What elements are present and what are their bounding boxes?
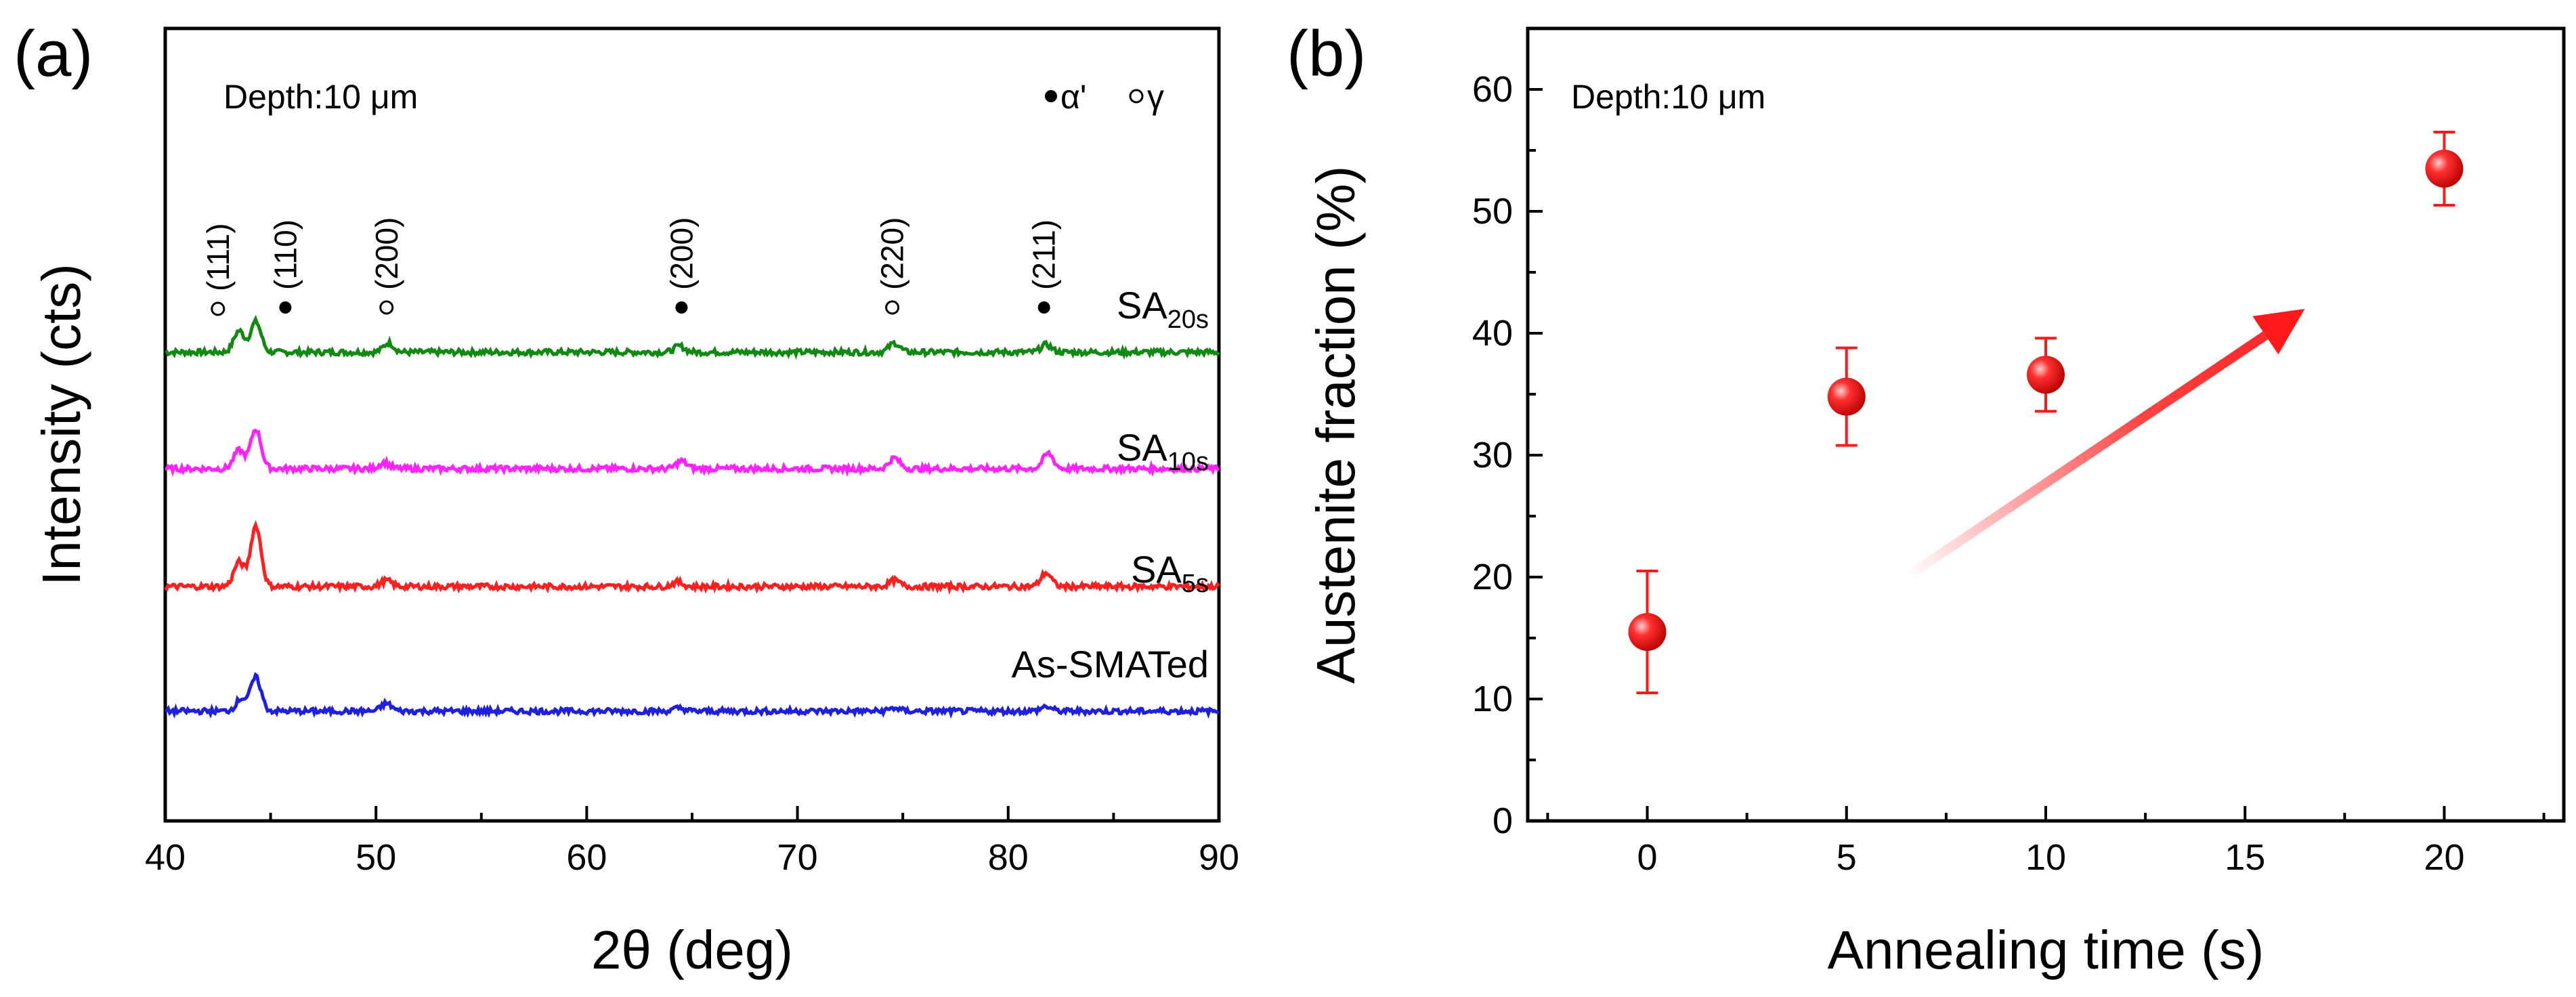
fraction-y-tick-label: 10 — [1472, 679, 1513, 719]
xrd-series-label: SA10s — [1117, 426, 1209, 476]
gamma-peak-marker — [211, 301, 226, 316]
xrd-x-tick-label: 40 — [145, 837, 186, 878]
alpha-legend-marker — [1045, 90, 1057, 102]
xrd-y-axis-title: Intensity (cts) — [31, 263, 91, 586]
alpha-legend-label: α' — [1060, 78, 1086, 116]
data-point — [1827, 346, 1866, 447]
fraction-y-tick-label: 50 — [1472, 191, 1513, 232]
xrd-legend: α' γ — [1045, 78, 1164, 116]
miller-index-label: (200) — [369, 217, 404, 290]
point-marker — [1827, 377, 1866, 416]
point-marker — [1628, 613, 1667, 651]
fraction-y-tick-label: 60 — [1472, 69, 1513, 110]
gamma-legend-marker — [1129, 89, 1144, 104]
xrd-series-lines — [164, 314, 1220, 719]
fraction-y-tick-label: 30 — [1472, 435, 1513, 475]
xrd-series-line — [165, 428, 1220, 478]
xrd-series-line — [165, 314, 1220, 360]
data-point — [2425, 131, 2464, 207]
fraction-data-points — [1628, 131, 2464, 694]
xrd-peak-markers: (111) (110) (200) (200) (220) (211) — [200, 217, 1062, 316]
xrd-x-tick-label: 50 — [356, 837, 396, 878]
series-label-main: As-SMATed — [1012, 643, 1209, 685]
series-label-sub: 10s — [1167, 448, 1209, 476]
series-label-main: SA — [1131, 548, 1182, 591]
xrd-series-label: SA20s — [1117, 284, 1209, 334]
fraction-y-tick-label: 20 — [1472, 557, 1513, 597]
data-point — [1628, 570, 1667, 694]
point-marker — [2027, 356, 2065, 394]
gamma-peak-marker — [379, 300, 394, 315]
fraction-x-tick-label: 0 — [1637, 837, 1658, 878]
panel-a-label: (a) — [14, 18, 93, 90]
point-marker — [2425, 150, 2464, 188]
series-label-sub: 5s — [1182, 570, 1209, 598]
xrd-depth-label: Depth:10 μm — [223, 78, 418, 116]
series-label-sub: 20s — [1167, 305, 1209, 334]
xrd-series-line — [164, 519, 1220, 595]
fraction-y-tick-label: 40 — [1472, 313, 1513, 354]
fraction-x-tick-label: 20 — [2424, 837, 2464, 878]
trend-arrow — [1904, 309, 2305, 581]
panel-b-label: (b) — [1287, 18, 1366, 90]
xrd-x-tick-label: 80 — [988, 837, 1029, 878]
miller-index-label: (110) — [267, 219, 303, 290]
miller-index-label: (211) — [1027, 219, 1062, 290]
xrd-plot-frame — [163, 26, 1221, 823]
alpha-peak-marker — [279, 301, 292, 314]
fraction-x-tick-label: 10 — [2025, 837, 2066, 878]
fraction-x-axis-title: Annealing time (s) — [1828, 920, 2264, 980]
fraction-plot-frame — [1526, 26, 2566, 823]
fraction-y-axis-title: Austenite fraction (%) — [1306, 166, 1366, 684]
trend-arrow-head — [2252, 309, 2305, 355]
xrd-x-tick-label: 70 — [777, 837, 818, 878]
fraction-axis-ticks: 0 5 10 15 20 0 10 20 30 40 50 60 — [1472, 69, 2546, 878]
series-label-main: SA — [1117, 284, 1167, 326]
xrd-x-tick-label: 60 — [566, 837, 607, 878]
fraction-x-tick-label: 15 — [2225, 837, 2265, 878]
xrd-series-line — [164, 672, 1220, 719]
miller-index-label: (200) — [664, 217, 699, 290]
alpha-peak-marker — [675, 301, 688, 314]
xrd-panel: (a) Depth:10 μm α' γ 40 50 60 70 80 90 (111)(… — [14, 18, 1239, 980]
fraction-x-tick-label: 5 — [1837, 837, 1857, 878]
miller-index-label: (220) — [875, 217, 910, 290]
xrd-x-tick-label: 90 — [1199, 837, 1239, 878]
trend-arrow-shaft — [1904, 331, 2269, 581]
gamma-peak-marker — [885, 300, 900, 315]
xrd-series-label: As-SMATed — [1012, 643, 1209, 685]
miller-index-label: (111) — [200, 223, 236, 291]
series-label-main: SA — [1117, 426, 1167, 469]
xrd-series-label: SA5s — [1131, 548, 1209, 598]
austenite-panel: (b) Depth:10 μm 0 5 10 15 20 0 10 20 30 40 50 60 An… — [1287, 18, 2566, 980]
alpha-peak-marker — [1037, 301, 1050, 314]
data-point — [2027, 337, 2065, 413]
fraction-y-tick-label: 0 — [1493, 801, 1513, 841]
gamma-legend-label: γ — [1147, 78, 1164, 116]
fraction-depth-label: Depth:10 μm — [1571, 78, 1765, 116]
xrd-x-axis-title: 2θ (deg) — [591, 920, 793, 980]
xrd-x-axis-ticks: 40 50 60 70 80 90 — [145, 806, 1239, 878]
